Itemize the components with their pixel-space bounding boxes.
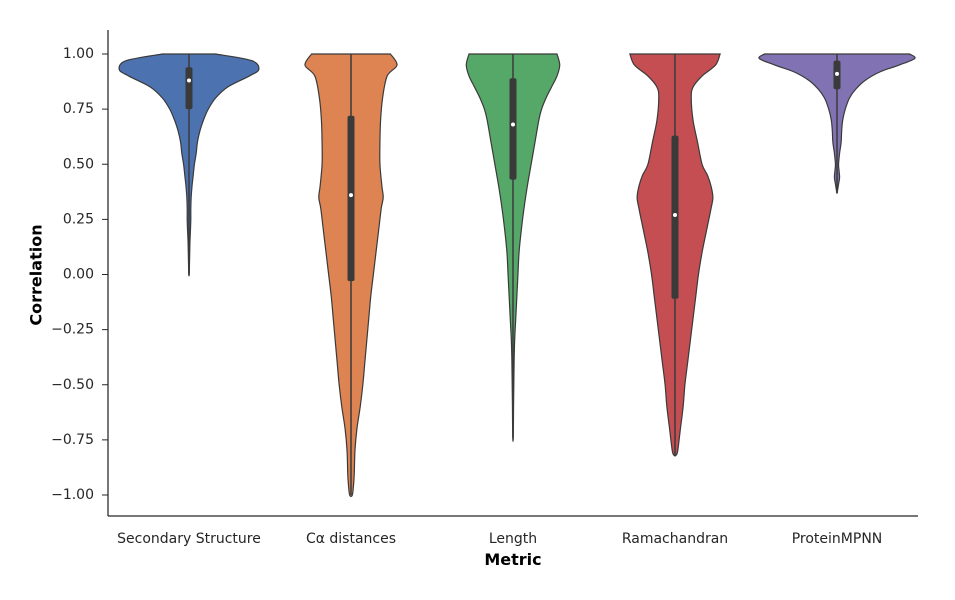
- y-tick-label: 0.25: [63, 211, 94, 227]
- violin-iqr-box: [185, 67, 193, 110]
- y-tick-label: −0.75: [51, 432, 94, 448]
- y-tick-label: 0.50: [63, 156, 94, 172]
- violin-median-marker: [673, 212, 677, 217]
- y-tick-label: 1.00: [63, 46, 94, 62]
- violins: [118, 53, 916, 497]
- y-tick-label: −0.25: [51, 322, 94, 338]
- y-tick-label: −1.00: [51, 487, 94, 503]
- violin-iqr-box: [347, 115, 355, 282]
- y-tick-label: 0.00: [63, 267, 94, 283]
- x-axis-ticks: Secondary Structure Cα distances Length Ram…: [117, 531, 882, 547]
- x-axis-label: Metric: [484, 550, 541, 569]
- violin-median-marker: [835, 71, 839, 76]
- y-tick-label: −0.50: [51, 377, 94, 393]
- x-tick-label: ProteinMPNN: [792, 531, 883, 547]
- y-axis-ticks: 1.00 0.75 0.50 0.25 0.00 −0.25 −0.50 −0.75 −1.00: [51, 46, 108, 503]
- violin-median-marker: [511, 122, 515, 127]
- violin-iqr-box: [671, 135, 679, 299]
- x-tick-label: Cα distances: [306, 531, 396, 547]
- violin-median-marker: [187, 78, 191, 83]
- x-tick-label: Ramachandran: [622, 531, 728, 547]
- y-tick-label: 0.75: [63, 101, 94, 117]
- x-tick-label: Secondary Structure: [117, 531, 261, 547]
- y-axis-label: Correlation: [27, 224, 46, 325]
- violin-median-marker: [349, 193, 353, 198]
- x-tick-label: Length: [489, 531, 537, 547]
- violin-iqr-box: [509, 78, 517, 180]
